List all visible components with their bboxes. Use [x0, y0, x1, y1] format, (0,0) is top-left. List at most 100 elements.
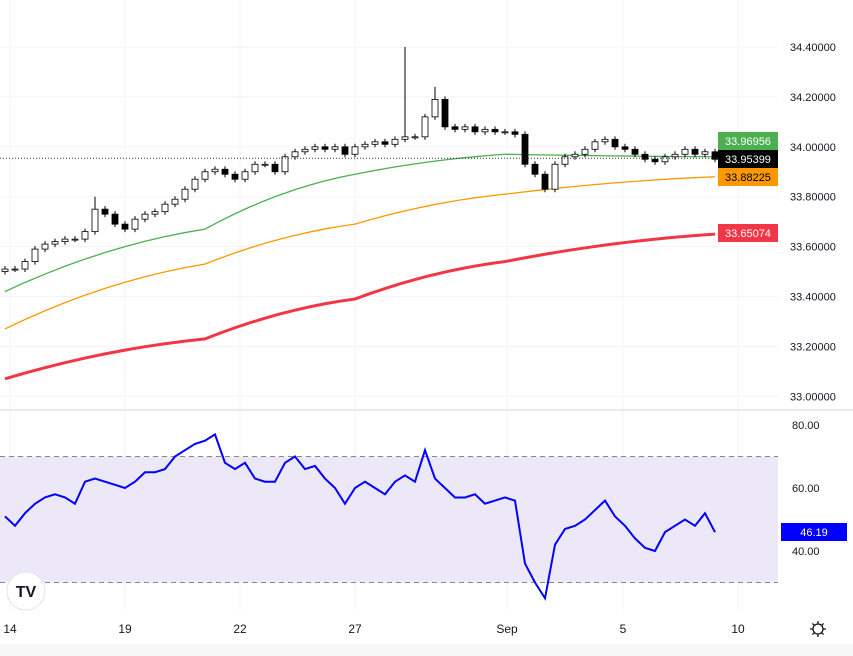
- rsi-band: [0, 456, 778, 583]
- candle-body: [351, 146, 359, 155]
- candle-body: [401, 136, 409, 140]
- price-tick-label: 33.00000: [790, 391, 836, 403]
- candle-body: [571, 153, 579, 158]
- last-price-badge-bg: [718, 150, 778, 168]
- rsi-tick-label: 80.00: [792, 420, 820, 432]
- candle-body: [561, 156, 569, 165]
- candle-body: [31, 248, 39, 262]
- candle-body: [241, 171, 249, 180]
- candle-body: [331, 146, 339, 150]
- svg-text:TV: TV: [16, 584, 37, 601]
- rsi-tick-label: 40.00: [792, 546, 820, 558]
- candle-body: [81, 231, 89, 240]
- candle-body: [651, 158, 659, 163]
- candle-body: [601, 138, 609, 143]
- candle-body: [531, 163, 539, 175]
- price-axis[interactable]: 34.40000 34.20000 34.00000 33.80000 33.60000…: [790, 42, 836, 403]
- time-tick-label: 27: [348, 622, 362, 636]
- candle-body: [201, 171, 209, 180]
- rsi-tick-label: 60.00: [792, 483, 820, 495]
- time-tick-label: 14: [3, 622, 17, 636]
- candle-body: [671, 153, 679, 158]
- candle-body: [71, 238, 79, 241]
- candle-body: [21, 261, 29, 270]
- price-tick-label: 33.60000: [790, 242, 836, 254]
- candle-body: [91, 208, 99, 233]
- candle-body: [611, 138, 619, 148]
- candle-body: [371, 141, 379, 145]
- candle-body: [591, 141, 599, 150]
- price-tick-label: 33.80000: [790, 192, 836, 204]
- candle-body: [511, 131, 519, 135]
- candle-body: [341, 146, 349, 155]
- time-tick-label: 19: [118, 622, 132, 636]
- candle-body: [681, 148, 689, 155]
- rsi-badge-bg: [781, 523, 847, 541]
- rsi-band-fill: [0, 456, 778, 583]
- price-tick-label: 34.20000: [790, 92, 836, 104]
- candle-body: [481, 128, 489, 133]
- time-tick-label: 10: [731, 622, 745, 636]
- time-tick-label: 22: [233, 622, 247, 636]
- candle-body: [381, 141, 389, 145]
- moving-average-line: [4, 176, 716, 330]
- candles: [0, 47, 778, 275]
- time-tick-label: Sep: [496, 622, 518, 636]
- price-tick-label: 33.40000: [790, 292, 836, 304]
- time-axis[interactable]: 14 19 22 27 Sep 5 10: [3, 622, 745, 636]
- ma-red-badge: 33.65074: [725, 228, 771, 240]
- tradingview-logo[interactable]: TV: [6, 571, 46, 611]
- candle-body: [271, 163, 279, 173]
- candle-body: [321, 146, 329, 150]
- candle-body: [291, 151, 299, 158]
- candle-body: [411, 136, 419, 139]
- candle-body: [51, 241, 59, 245]
- ma-green-badge-bg: [718, 132, 778, 150]
- ma-red-badge-bg: [718, 224, 778, 242]
- candle-body: [141, 213, 149, 220]
- candle-body: [491, 128, 499, 133]
- candle-body: [621, 146, 629, 150]
- candle-body: [281, 156, 289, 173]
- candle-body: [121, 223, 129, 230]
- price-tick-label: 34.40000: [790, 42, 836, 54]
- candle-body: [211, 168, 219, 173]
- candle-body: [111, 213, 119, 225]
- time-tick-label: 5: [620, 622, 627, 636]
- candle-body: [551, 163, 559, 190]
- candle-body: [171, 198, 179, 205]
- candle-body: [631, 148, 639, 155]
- candle-body: [61, 238, 69, 243]
- price-tick-label: 33.20000: [790, 341, 836, 353]
- last-price-badge: 33.95399: [725, 154, 771, 166]
- candle-body: [11, 268, 19, 271]
- candle-body: [451, 126, 459, 130]
- rsi-badge: 46.19: [800, 527, 828, 539]
- price-badges: 33.96956 33.95399 33.88225 33.65074 46.19: [718, 132, 847, 541]
- candle-body: [521, 133, 529, 165]
- price-tick-label: 34.00000: [790, 142, 836, 154]
- moving-averages: [4, 153, 716, 381]
- candle-body: [361, 143, 369, 148]
- candle-body: [251, 163, 259, 173]
- candle-body: [1, 268, 9, 272]
- candle-body: [541, 173, 549, 190]
- candle-body: [161, 203, 169, 213]
- rsi-axis[interactable]: 80.00 60.00 40.00: [792, 420, 820, 558]
- candle-body: [441, 98, 449, 128]
- settings-gear-icon[interactable]: [810, 621, 826, 637]
- candle-body: [261, 163, 269, 166]
- candle-body: [41, 243, 49, 250]
- candle-body: [231, 173, 239, 180]
- candle-body: [301, 148, 309, 153]
- candle-body: [691, 148, 699, 155]
- candle-body: [581, 148, 589, 155]
- candle-body: [391, 138, 399, 145]
- candle-body: [221, 168, 229, 175]
- candle-body: [151, 211, 159, 215]
- candle-body: [101, 208, 109, 215]
- candle-body: [431, 98, 439, 118]
- candle-body: [181, 188, 189, 200]
- candle-body: [461, 126, 469, 130]
